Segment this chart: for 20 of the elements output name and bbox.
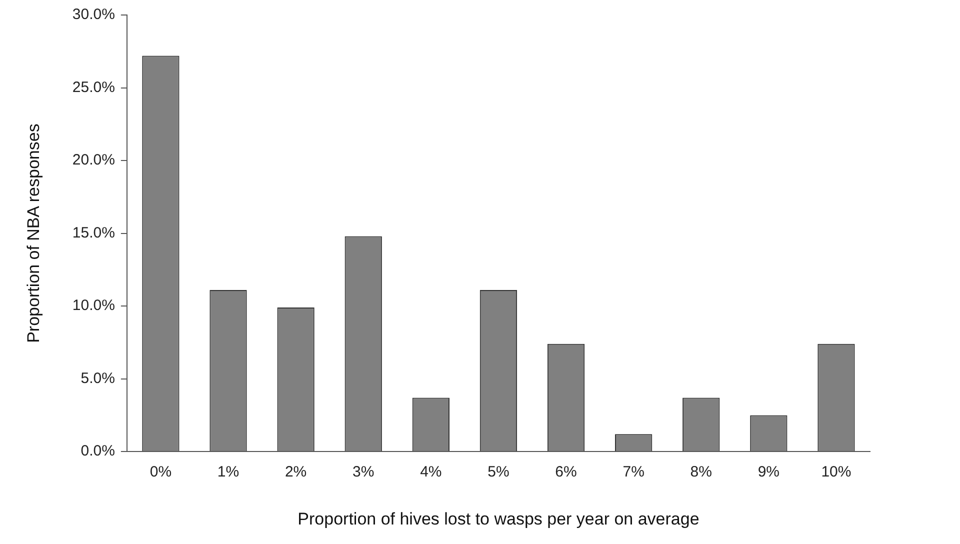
x-tick-label: 3%	[352, 464, 374, 481]
y-tick-label: 25.0%	[72, 78, 115, 96]
y-tick-label: 0.0%	[80, 442, 115, 460]
x-tick-label: 6%	[555, 464, 577, 481]
y-tick-label: 10.0%	[72, 297, 115, 314]
x-tick-label: 7%	[622, 464, 644, 481]
x-tick-label: 2%	[284, 464, 307, 481]
y-axis-title: Proportion of NBA responses	[24, 124, 43, 343]
x-tick-label: 1%	[217, 464, 240, 481]
x-tick-label: 4%	[420, 464, 442, 481]
y-tick-label: 20.0%	[72, 152, 115, 169]
x-axis-title: Proportion of hives lost to wasps per year on average	[298, 509, 700, 528]
x-tick-label: 5%	[488, 464, 510, 481]
y-tick-label: 15.0%	[72, 224, 115, 242]
x-tick-label: 0%	[150, 464, 172, 481]
y-tick-label: 30.0%	[72, 6, 115, 24]
y-tick-label: 5.0%	[80, 370, 115, 387]
x-tick-label: 10%	[821, 464, 852, 481]
x-tick-label: 9%	[758, 464, 780, 481]
x-tick-label: 8%	[690, 464, 712, 481]
